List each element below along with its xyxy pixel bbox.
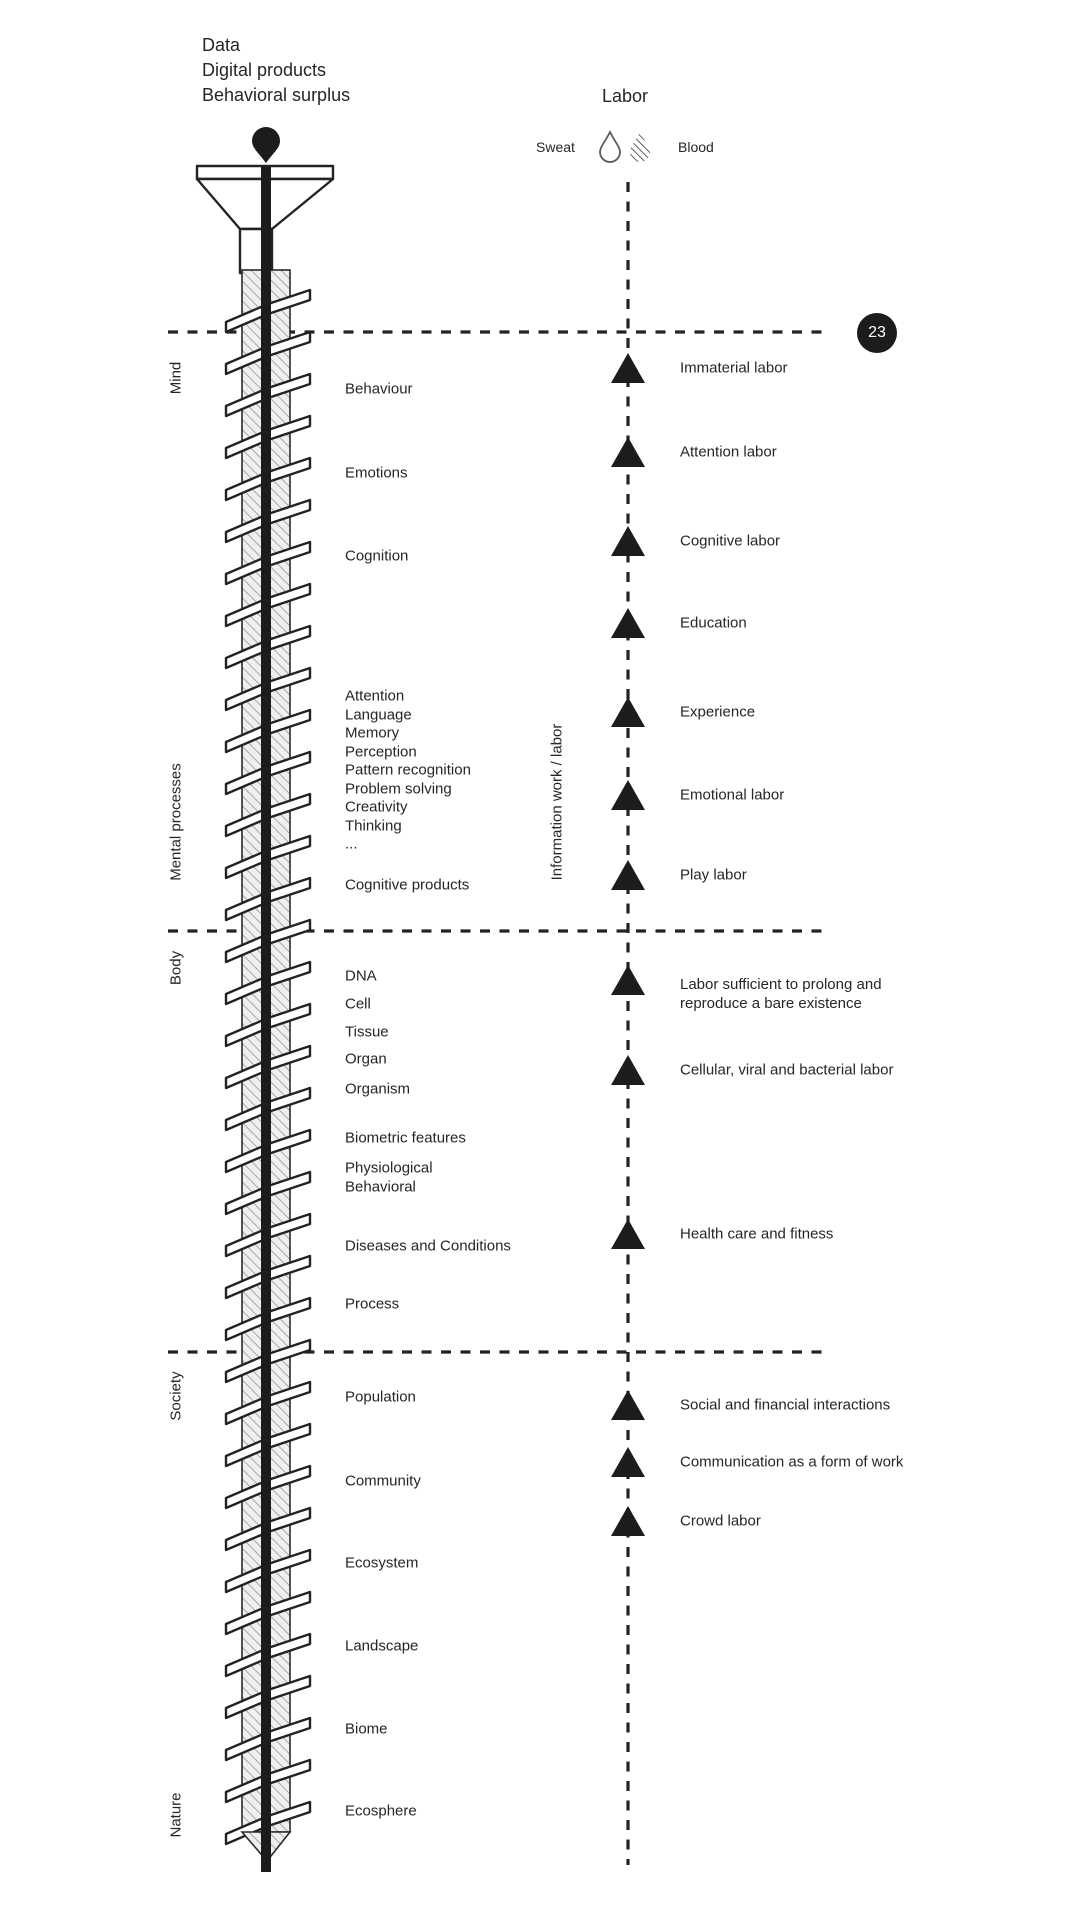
data-item-label: Perception <box>345 743 417 761</box>
labor-marker-triangle-icon <box>611 1447 645 1477</box>
labor-marker-triangle-icon <box>611 1219 645 1249</box>
section-label-mental-processes: Mental processes <box>167 763 185 881</box>
labor-marker-triangle-icon <box>611 353 645 383</box>
blood-label: Blood <box>678 139 714 155</box>
data-title-line: Behavioral surplus <box>202 85 351 105</box>
data-item-label: Process <box>345 1295 400 1313</box>
data-item-label: Ecosphere <box>345 1802 417 1820</box>
labor-item-label: Education <box>680 614 747 632</box>
data-item-label: Behaviour <box>345 380 413 398</box>
labor-item-label: Immaterial labor <box>680 359 788 377</box>
data-item-label: Physiological <box>345 1159 433 1177</box>
labor-item-label: Social and financial interactions <box>680 1396 891 1414</box>
data-item-label: Attention <box>345 687 405 705</box>
data-item-label: Problem solving <box>345 780 452 798</box>
data-item-label: Creativity <box>345 798 408 816</box>
labor-item-label: Health care and fitness <box>680 1225 834 1243</box>
data-title-line: Data <box>202 35 241 55</box>
labor-marker-triangle-icon <box>611 1390 645 1420</box>
labor-item-label: Crowd labor <box>680 1512 761 1530</box>
sweat-drop-icon <box>599 131 621 163</box>
data-column-title: Data Digital products Behavioral surplus <box>202 33 350 108</box>
section-label-society: Society <box>167 1371 185 1421</box>
section-label-body: Body <box>167 950 185 986</box>
data-item-label: Cell <box>345 995 371 1013</box>
data-item-label: Biometric features <box>345 1129 466 1147</box>
data-item-label: Behavioral <box>345 1178 416 1196</box>
sweat-label: Sweat <box>536 139 575 155</box>
data-item-label: Pattern recognition <box>345 761 471 779</box>
labor-marker-triangle-icon <box>611 697 645 727</box>
section-label-nature: Nature <box>167 1792 185 1838</box>
labor-item-label: Experience <box>680 703 756 721</box>
data-item-label: Cognitive products <box>345 876 470 894</box>
labor-item-label: Communication as a form of work <box>680 1453 904 1471</box>
data-item-label: Organ <box>345 1050 387 1068</box>
labor-marker-triangle-icon <box>611 1506 645 1536</box>
information-work-label: Information work / labor <box>548 723 566 881</box>
data-item-label: DNA <box>345 967 377 985</box>
data-item-label: Ecosystem <box>345 1554 419 1572</box>
data-item-label: Cognition <box>345 547 409 565</box>
labor-item-label: Emotional labor <box>680 786 785 804</box>
data-item-label: Emotions <box>345 464 408 482</box>
labor-marker-triangle-icon <box>611 1055 645 1085</box>
labor-item-label: Play labor <box>680 866 747 884</box>
data-item-label: ... <box>345 835 358 853</box>
labor-column-title: Labor <box>602 86 649 106</box>
labor-marker-triangle-icon <box>611 860 645 890</box>
labor-item-label: Cellular, viral and bacterial labor <box>680 1061 894 1079</box>
labor-marker-triangle-icon <box>611 780 645 810</box>
data-item-label: Thinking <box>345 817 402 835</box>
labor-marker-triangle-icon <box>611 608 645 638</box>
labor-item-label: Attention labor <box>680 443 777 461</box>
screw-illustration <box>195 164 335 1872</box>
section-label-mind: Mind <box>167 361 185 395</box>
data-item-label: Language <box>345 706 412 724</box>
labor-item-label: Labor sufficient to prolong and reproduc… <box>680 976 882 1012</box>
data-item-label: Population <box>345 1388 416 1406</box>
data-item-label: Landscape <box>345 1637 419 1655</box>
data-item-label: Organism <box>345 1080 411 1098</box>
data-item-label: Biome <box>345 1720 388 1738</box>
labor-item-label: Cognitive labor <box>680 532 781 550</box>
page-number-badge: 23 <box>857 313 897 353</box>
blood-drop-icon <box>630 132 650 162</box>
labor-marker-triangle-icon <box>611 437 645 467</box>
data-item-label: Community <box>345 1472 421 1490</box>
screw-slot-line <box>261 167 271 1872</box>
data-title-line: Digital products <box>202 60 327 80</box>
labor-marker-triangle-icon <box>611 526 645 556</box>
labor-marker-triangle-icon <box>611 965 645 995</box>
data-item-label: Diseases and Conditions <box>345 1237 511 1255</box>
data-item-label: Memory <box>345 724 400 742</box>
data-drop-icon <box>252 127 280 163</box>
data-item-label: Tissue <box>345 1023 389 1041</box>
